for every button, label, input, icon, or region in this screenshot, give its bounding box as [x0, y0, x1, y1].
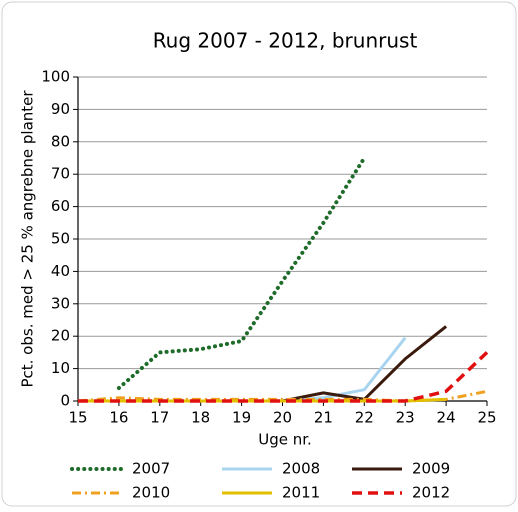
y-tick-label: 50	[51, 230, 70, 248]
x-tick-label: 25	[477, 409, 496, 427]
series-line	[116, 156, 367, 391]
y-tick-label: 70	[51, 165, 70, 183]
y-tick-label: 60	[51, 197, 70, 215]
legend-label: 2007	[132, 460, 170, 478]
y-tick-label: 10	[51, 359, 70, 377]
legend-label: 2012	[412, 484, 450, 502]
y-tick-label: 80	[51, 132, 70, 150]
y-tick-label: 90	[51, 100, 70, 118]
x-tick-label: 17	[150, 409, 169, 427]
series-line	[78, 351, 489, 403]
y-tick-label: 20	[51, 327, 70, 345]
y-tick-label: 30	[51, 294, 70, 312]
x-tick-label: 22	[355, 409, 374, 427]
legend-label: 2008	[282, 460, 320, 478]
x-tick-label: 15	[68, 409, 87, 427]
x-tick-label: 19	[232, 409, 251, 427]
x-tick-label: 20	[273, 409, 292, 427]
y-tick-label: 100	[41, 68, 70, 86]
x-axis-label: Uge nr.	[258, 431, 312, 449]
x-tick-label: 16	[109, 409, 128, 427]
legend-label: 2010	[132, 484, 170, 502]
legend-label: 2011	[282, 484, 320, 502]
chart-title: Rug 2007 - 2012, brunrust	[153, 29, 418, 53]
y-axis-label: Pct. obs. med > 25 % angrebne planter	[19, 90, 37, 388]
legend-label: 2009	[412, 460, 450, 478]
y-tick-label: 0	[60, 392, 70, 410]
x-tick-label: 18	[191, 409, 210, 427]
x-tick-label: 24	[437, 409, 456, 427]
x-tick-label: 23	[396, 409, 415, 427]
y-tick-label: 40	[51, 262, 70, 280]
series-line	[77, 389, 488, 403]
x-tick-label: 21	[314, 409, 333, 427]
